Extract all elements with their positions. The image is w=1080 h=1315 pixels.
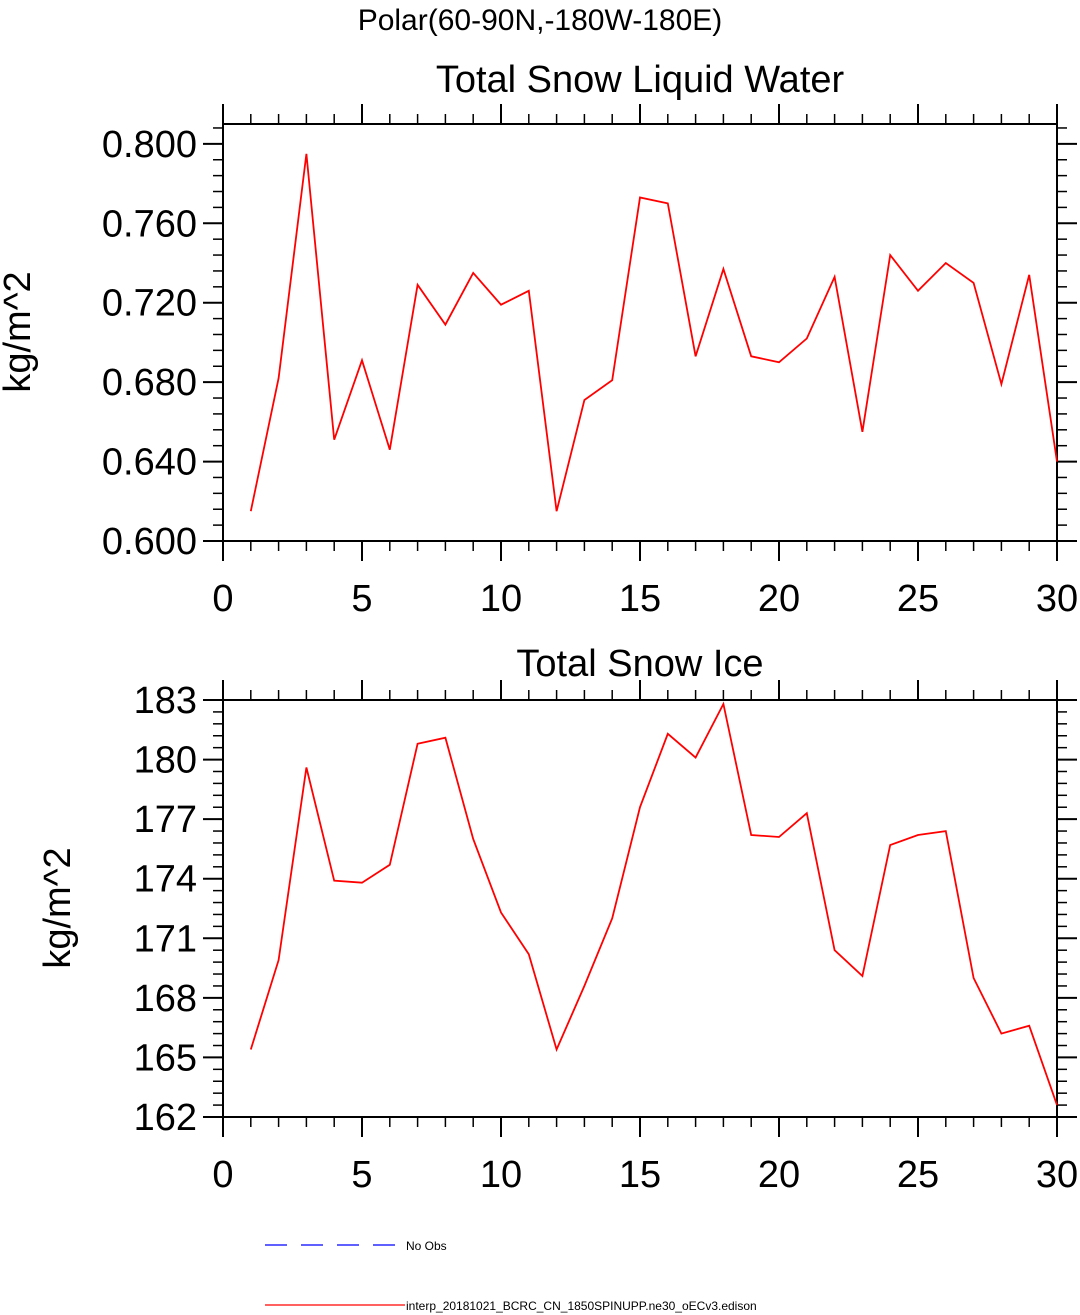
plot-frame [222,123,1058,542]
x-tick-label: 20 [758,1154,800,1196]
y-tick-label: 0.760 [102,203,197,245]
y-tick-label: 162 [134,1097,197,1139]
y-tick-label: 0.680 [102,362,197,404]
plot-frame [222,699,1058,1118]
chart-title: Total Snow Liquid Water [436,59,845,101]
y-tick-label: 180 [134,740,197,782]
x-tick-label: 0 [212,1154,233,1196]
y-tick-label: 177 [134,799,197,841]
x-tick-label: 10 [480,578,522,620]
x-tick-label: 25 [897,1154,939,1196]
chart-title: Total Snow Ice [516,643,763,685]
x-tick-label: 15 [619,1154,661,1196]
y-tick-label: 174 [134,859,197,901]
y-tick-label: 0.600 [102,521,197,563]
chart-panel-snow-liquid-water: Total Snow Liquid Water kg/m^2 0 5 10 15 20 25 3… [0,59,1078,620]
x-tick-label: 5 [351,578,372,620]
x-tick-label: 25 [897,578,939,620]
x-tick-label: 20 [758,578,800,620]
y-tick-label: 0.640 [102,442,197,484]
series-line-0 [249,153,1058,512]
legend: No Obs interp_20181021_BCRC_CN_1850SPINU… [265,1239,757,1313]
y-tick-label: 168 [134,978,197,1020]
y-tick-label: 0.720 [102,283,197,325]
legend-obs-label: No Obs [406,1239,447,1253]
chart-panel-snow-ice: Total Snow Ice kg/m^2 0 5 10 15 20 25 30 162 165 16… [37,643,1078,1196]
x-tick-label: 5 [351,1154,372,1196]
x-tick-label: 15 [619,578,661,620]
y-tick-label: 171 [134,918,197,960]
y-tick-label: 165 [134,1037,197,1079]
page-title: Polar(60-90N,-180W-180E) [358,4,723,37]
series-line-0 [249,701,1058,1106]
y-axis-label: kg/m^2 [37,847,79,968]
x-tick-label: 30 [1036,578,1078,620]
x-tick-label: 10 [480,1154,522,1196]
y-axis-label: kg/m^2 [0,271,39,392]
x-tick-label: 30 [1036,1154,1078,1196]
y-tick-label: 0.800 [102,124,197,166]
y-tick-label: 183 [134,680,197,722]
x-tick-label: 0 [212,578,233,620]
legend-model-label: interp_20181021_BCRC_CN_1850SPINUPP.ne30… [406,1299,757,1313]
